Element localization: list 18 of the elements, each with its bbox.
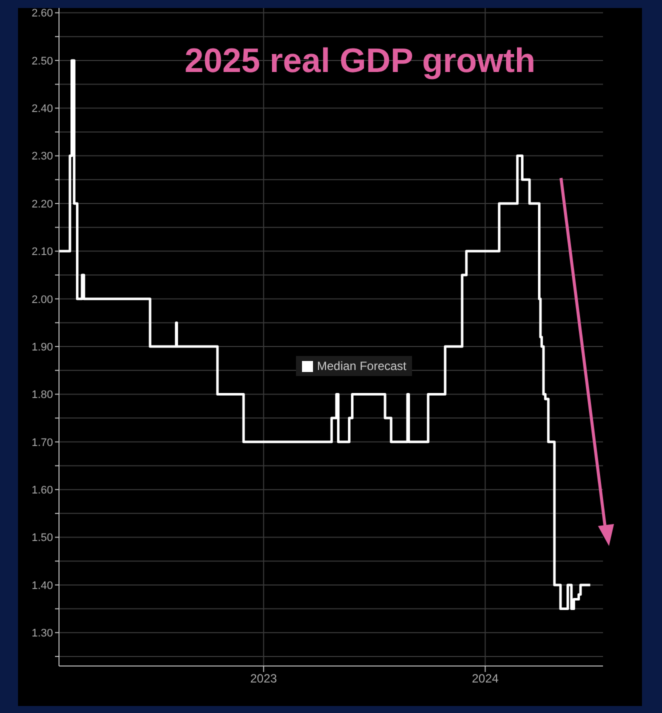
y-tick-label: 1.40 — [32, 580, 53, 592]
y-tick-label: 2.00 — [32, 294, 53, 306]
y-tick-label: 2.50 — [32, 55, 53, 68]
x-tick-label: 2024 — [472, 672, 499, 686]
y-tick-label: 1.50 — [32, 532, 53, 544]
y-tick-label: 1.70 — [32, 436, 53, 449]
y-tick-label: 1.90 — [32, 341, 53, 354]
legend-label: Median Forecast — [316, 359, 406, 373]
x-tick-label: 2023 — [250, 672, 278, 686]
y-tick-label: 1.80 — [32, 389, 53, 402]
y-tick-label: 1.30 — [32, 628, 53, 640]
y-tick-label: 2.10 — [32, 246, 53, 258]
y-tick-label: 2.60 — [32, 8, 53, 20]
text: 2025 real GDP growth — [184, 42, 536, 81]
y-tick-label: 2.30 — [32, 150, 53, 163]
y-tick-label: 2.40 — [32, 103, 53, 116]
y-tick-label: 1.60 — [32, 484, 53, 496]
y-tick-label: 2.20 — [32, 198, 53, 210]
